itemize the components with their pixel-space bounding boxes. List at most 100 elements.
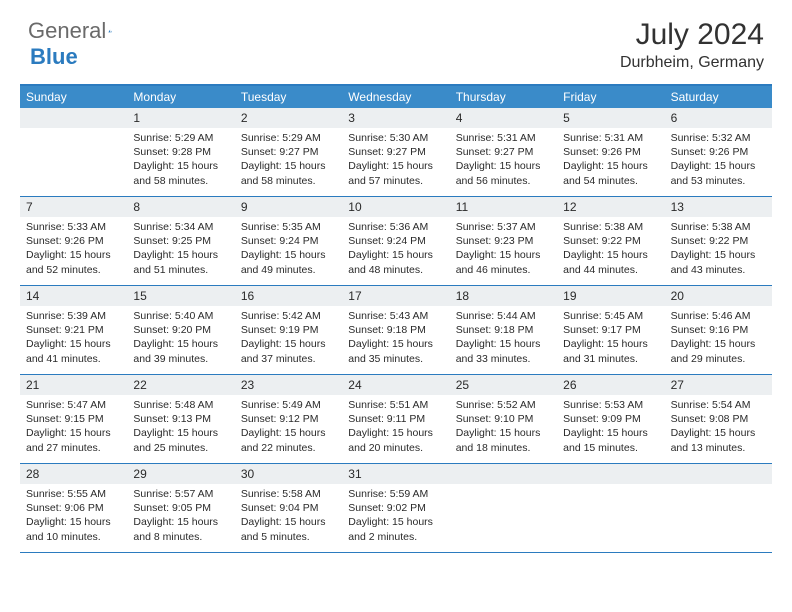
daylight-text: Daylight: 15 hours and 31 minutes. bbox=[563, 337, 658, 365]
sunrise-text: Sunrise: 5:57 AM bbox=[133, 487, 228, 501]
sunrise-text: Sunrise: 5:30 AM bbox=[348, 131, 443, 145]
sunrise-text: Sunrise: 5:54 AM bbox=[671, 398, 766, 412]
day-number bbox=[450, 464, 557, 484]
day-cell: 15Sunrise: 5:40 AMSunset: 9:20 PMDayligh… bbox=[127, 286, 234, 374]
daylight-text: Daylight: 15 hours and 27 minutes. bbox=[26, 426, 121, 454]
calendar: SundayMondayTuesdayWednesdayThursdayFrid… bbox=[20, 84, 772, 553]
sunrise-text: Sunrise: 5:45 AM bbox=[563, 309, 658, 323]
day-number: 15 bbox=[127, 286, 234, 306]
sunrise-text: Sunrise: 5:52 AM bbox=[456, 398, 551, 412]
day-cell: 9Sunrise: 5:35 AMSunset: 9:24 PMDaylight… bbox=[235, 197, 342, 285]
day-cell: 6Sunrise: 5:32 AMSunset: 9:26 PMDaylight… bbox=[665, 108, 772, 196]
day-cell bbox=[557, 464, 664, 552]
sunset-text: Sunset: 9:26 PM bbox=[26, 234, 121, 248]
day-cell: 20Sunrise: 5:46 AMSunset: 9:16 PMDayligh… bbox=[665, 286, 772, 374]
sunset-text: Sunset: 9:13 PM bbox=[133, 412, 228, 426]
daylight-text: Daylight: 15 hours and 51 minutes. bbox=[133, 248, 228, 276]
day-cell: 1Sunrise: 5:29 AMSunset: 9:28 PMDaylight… bbox=[127, 108, 234, 196]
daylight-text: Daylight: 15 hours and 56 minutes. bbox=[456, 159, 551, 187]
sunrise-text: Sunrise: 5:38 AM bbox=[563, 220, 658, 234]
sunset-text: Sunset: 9:06 PM bbox=[26, 501, 121, 515]
daylight-text: Daylight: 15 hours and 53 minutes. bbox=[671, 159, 766, 187]
sunrise-text: Sunrise: 5:43 AM bbox=[348, 309, 443, 323]
day-body bbox=[20, 128, 127, 137]
sunrise-text: Sunrise: 5:47 AM bbox=[26, 398, 121, 412]
daylight-text: Daylight: 15 hours and 33 minutes. bbox=[456, 337, 551, 365]
day-body: Sunrise: 5:49 AMSunset: 9:12 PMDaylight:… bbox=[235, 395, 342, 461]
day-body: Sunrise: 5:36 AMSunset: 9:24 PMDaylight:… bbox=[342, 217, 449, 283]
logo: General bbox=[28, 18, 132, 44]
day-number bbox=[557, 464, 664, 484]
day-number: 3 bbox=[342, 108, 449, 128]
day-cell: 8Sunrise: 5:34 AMSunset: 9:25 PMDaylight… bbox=[127, 197, 234, 285]
daylight-text: Daylight: 15 hours and 44 minutes. bbox=[563, 248, 658, 276]
day-number: 2 bbox=[235, 108, 342, 128]
day-cell: 7Sunrise: 5:33 AMSunset: 9:26 PMDaylight… bbox=[20, 197, 127, 285]
sunrise-text: Sunrise: 5:29 AM bbox=[241, 131, 336, 145]
daylight-text: Daylight: 15 hours and 49 minutes. bbox=[241, 248, 336, 276]
day-body: Sunrise: 5:53 AMSunset: 9:09 PMDaylight:… bbox=[557, 395, 664, 461]
daylight-text: Daylight: 15 hours and 39 minutes. bbox=[133, 337, 228, 365]
day-body: Sunrise: 5:29 AMSunset: 9:27 PMDaylight:… bbox=[235, 128, 342, 194]
day-body: Sunrise: 5:51 AMSunset: 9:11 PMDaylight:… bbox=[342, 395, 449, 461]
day-number: 18 bbox=[450, 286, 557, 306]
sunset-text: Sunset: 9:05 PM bbox=[133, 501, 228, 515]
sunset-text: Sunset: 9:28 PM bbox=[133, 145, 228, 159]
day-number: 28 bbox=[20, 464, 127, 484]
day-body: Sunrise: 5:33 AMSunset: 9:26 PMDaylight:… bbox=[20, 217, 127, 283]
day-number: 5 bbox=[557, 108, 664, 128]
day-body bbox=[557, 484, 664, 493]
day-body: Sunrise: 5:34 AMSunset: 9:25 PMDaylight:… bbox=[127, 217, 234, 283]
day-cell: 10Sunrise: 5:36 AMSunset: 9:24 PMDayligh… bbox=[342, 197, 449, 285]
sunrise-text: Sunrise: 5:46 AM bbox=[671, 309, 766, 323]
daylight-text: Daylight: 15 hours and 48 minutes. bbox=[348, 248, 443, 276]
day-number: 12 bbox=[557, 197, 664, 217]
day-number: 8 bbox=[127, 197, 234, 217]
day-cell: 25Sunrise: 5:52 AMSunset: 9:10 PMDayligh… bbox=[450, 375, 557, 463]
day-cell: 18 Sunrise: 5:44 AMSunset: 9:18 PMDayligh… bbox=[450, 286, 557, 374]
day-number: 4 bbox=[450, 108, 557, 128]
sunrise-text: Sunrise: 5:42 AM bbox=[241, 309, 336, 323]
daylight-text: Daylight: 15 hours and 41 minutes. bbox=[26, 337, 121, 365]
day-number: 17 bbox=[342, 286, 449, 306]
day-body: Sunrise: 5:48 AMSunset: 9:13 PMDaylight:… bbox=[127, 395, 234, 461]
day-number: 23 bbox=[235, 375, 342, 395]
daylight-text: Daylight: 15 hours and 37 minutes. bbox=[241, 337, 336, 365]
logo-text-2: Blue bbox=[30, 44, 78, 69]
sunset-text: Sunset: 9:08 PM bbox=[671, 412, 766, 426]
logo-sail-icon bbox=[108, 21, 112, 41]
sunset-text: Sunset: 9:15 PM bbox=[26, 412, 121, 426]
sunrise-text: Sunrise: 5:51 AM bbox=[348, 398, 443, 412]
day-cell bbox=[450, 464, 557, 552]
day-body bbox=[450, 484, 557, 493]
sunset-text: Sunset: 9:09 PM bbox=[563, 412, 658, 426]
sunrise-text: Sunrise: 5:44 AM bbox=[456, 309, 551, 323]
day-number: 16 bbox=[235, 286, 342, 306]
sunset-text: Sunset: 9:26 PM bbox=[671, 145, 766, 159]
weekday-header: Sunday bbox=[20, 86, 127, 108]
sunset-text: Sunset: 9:26 PM bbox=[563, 145, 658, 159]
day-body: Sunrise: 5:31 AMSunset: 9:26 PMDaylight:… bbox=[557, 128, 664, 194]
sunset-text: Sunset: 9:17 PM bbox=[563, 323, 658, 337]
day-number: 24 bbox=[342, 375, 449, 395]
sunset-text: Sunset: 9:18 PM bbox=[456, 323, 551, 337]
sunrise-text: Sunrise: 5:36 AM bbox=[348, 220, 443, 234]
sunset-text: Sunset: 9:16 PM bbox=[671, 323, 766, 337]
week-row: 21Sunrise: 5:47 AMSunset: 9:15 PMDayligh… bbox=[20, 375, 772, 464]
sunset-text: Sunset: 9:18 PM bbox=[348, 323, 443, 337]
day-cell bbox=[20, 108, 127, 196]
day-number: 6 bbox=[665, 108, 772, 128]
day-number: 9 bbox=[235, 197, 342, 217]
day-number: 22 bbox=[127, 375, 234, 395]
day-number: 7 bbox=[20, 197, 127, 217]
day-cell: 5Sunrise: 5:31 AMSunset: 9:26 PMDaylight… bbox=[557, 108, 664, 196]
day-number: 29 bbox=[127, 464, 234, 484]
weekday-header: Tuesday bbox=[235, 86, 342, 108]
sunrise-text: Sunrise: 5:31 AM bbox=[563, 131, 658, 145]
day-body: Sunrise: 5:52 AMSunset: 9:10 PMDaylight:… bbox=[450, 395, 557, 461]
daylight-text: Daylight: 15 hours and 54 minutes. bbox=[563, 159, 658, 187]
day-body: Sunrise: 5:45 AMSunset: 9:17 PMDaylight:… bbox=[557, 306, 664, 372]
day-number: 13 bbox=[665, 197, 772, 217]
sunset-text: Sunset: 9:24 PM bbox=[241, 234, 336, 248]
day-cell: 24Sunrise: 5:51 AMSunset: 9:11 PMDayligh… bbox=[342, 375, 449, 463]
